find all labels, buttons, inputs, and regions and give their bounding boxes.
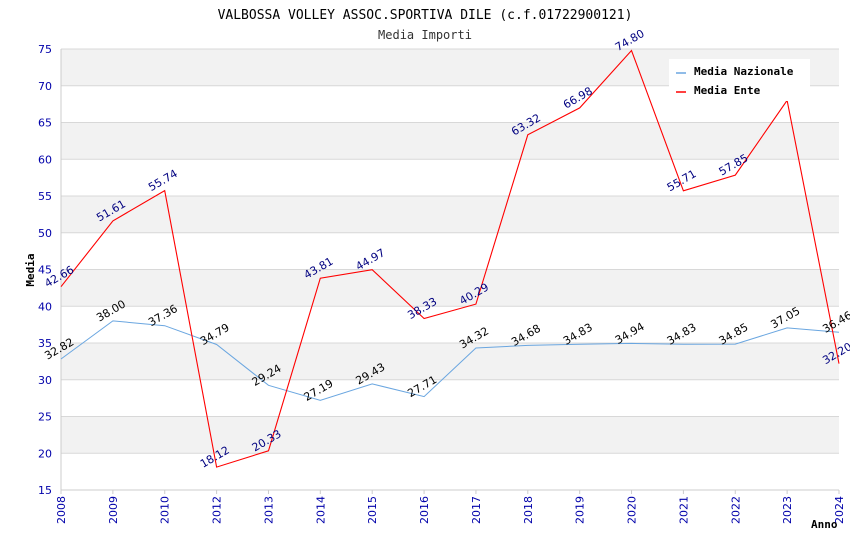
x-tick-label: 2022 (729, 496, 742, 524)
y-tick-label: 40 (38, 300, 52, 313)
y-tick-label: 25 (38, 411, 52, 424)
x-tick-label: 2008 (55, 496, 68, 524)
legend-label-media-nazionale: Media Nazionale (694, 65, 794, 78)
grid-band (61, 159, 839, 196)
x-tick-labels: 2008 2009 2010 2012 2013 2014 2015 2016 2017 2018… (55, 496, 846, 524)
x-tick-label: 2012 (211, 496, 224, 524)
x-tick-label: 2019 (574, 496, 587, 524)
x-tick-label: 2010 (159, 496, 172, 524)
x-axis-label: Anno (811, 518, 838, 531)
chart-title: VALBOSSA VOLLEY ASSOC.SPORTIVA DILE (c.f… (218, 8, 633, 23)
y-tick-labels: 15 20 25 30 35 40 45 50 55 60 65 70 75 (38, 43, 52, 497)
x-tick-label: 2016 (418, 496, 431, 524)
y-tick-label: 35 (38, 337, 52, 350)
y-tick-label: 60 (38, 153, 52, 166)
y-tick-label: 50 (38, 227, 52, 240)
y-tick-label: 75 (38, 43, 52, 56)
y-tick-label: 55 (38, 190, 52, 203)
grid-band (61, 416, 839, 454)
axes (60, 49, 840, 494)
grid-bands (61, 49, 839, 490)
legend-label-media-ente: Media Ente (694, 84, 761, 97)
x-tick-label: 2017 (470, 496, 483, 524)
x-tick-label: 2014 (314, 496, 327, 524)
x-tick-label: 2024 (833, 496, 846, 524)
x-tick-label: 2015 (366, 496, 379, 524)
series-line-media-ente (60, 49, 840, 468)
legend: Media Nazionale Media Ente (669, 59, 810, 101)
grid-band (61, 343, 839, 380)
grid-band (61, 269, 839, 307)
x-tick-label: 2018 (522, 496, 535, 524)
grid-band (61, 196, 839, 233)
grid-band (61, 453, 839, 490)
y-tick-label: 15 (38, 484, 52, 497)
chart-subtitle: Media Importi (378, 28, 472, 42)
series-lines (60, 49, 840, 468)
legend-box (669, 59, 810, 101)
series-line-media-nazionale (60, 320, 840, 401)
grid-band (61, 306, 839, 343)
x-tick-label: 2021 (677, 496, 690, 524)
x-tick-label: 2020 (626, 496, 639, 524)
y-tick-label: 20 (38, 447, 52, 460)
x-tick-label: 2013 (262, 496, 275, 524)
y-tick-label: 30 (38, 374, 52, 387)
grid-band (61, 379, 839, 417)
x-tick-label: 2009 (107, 496, 120, 524)
grid-band (61, 122, 839, 160)
y-tick-label: 45 (38, 264, 52, 277)
grid-band (61, 232, 839, 270)
x-tick-label: 2023 (781, 496, 794, 524)
y-axis-label: Media (24, 253, 37, 286)
y-tick-label: 65 (38, 117, 52, 130)
y-tick-label: 70 (38, 80, 52, 93)
